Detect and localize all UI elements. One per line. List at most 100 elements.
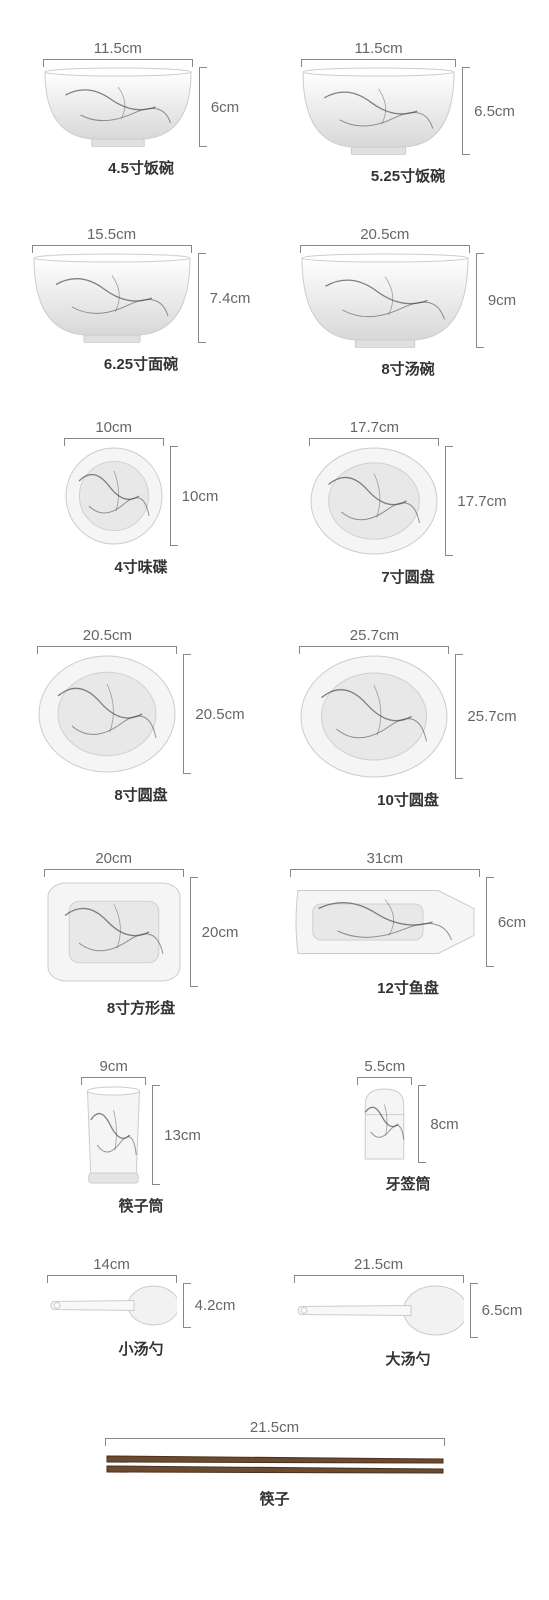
width-rule [299,646,449,654]
product-fish-12: 31cm 6cm 12寸鱼盘 [287,850,529,1018]
product-name: 筷子 [259,1488,289,1509]
product-plate-8sq: 20cm 20cm 8寸方形盘 [20,850,262,1018]
width-rule [294,1275,464,1283]
height-label: 10cm [182,488,219,505]
height-rule [486,877,494,967]
height-label: 6cm [498,914,526,931]
width-label: 20.5cm [83,627,132,644]
product-plate-8r: 20.5cm 20.5cm 8寸圆盘 [20,627,262,810]
product-name: 8寸汤碗 [381,358,434,379]
width-rule [300,245,470,253]
product-spoon-s: 14cm 4.2cm 小汤勺 [20,1256,262,1369]
product-name: 4.5寸饭碗 [108,157,174,178]
height-label: 6cm [211,99,239,116]
product-name: 筷子筒 [118,1195,163,1216]
product-name: 大汤勺 [385,1348,430,1369]
product-spoon-l: 21.5cm 6.5cm 大汤勺 [287,1256,529,1369]
product-chopsticks: 21.5cm 筷子 [20,1419,529,1509]
width-label: 11.5cm [94,40,142,57]
height-label: 9cm [488,292,516,309]
product-image [47,1283,177,1328]
width-rule [105,1438,445,1446]
width-rule [37,646,177,654]
width-label: 15.5cm [87,226,136,243]
width-label: 25.7cm [350,627,399,644]
height-label: 20cm [202,924,239,941]
product-image [357,1085,412,1163]
width-label: 21.5cm [250,1419,299,1436]
height-rule [455,654,463,779]
product-image [43,67,193,147]
product-image [290,877,480,967]
width-label: 21.5cm [354,1256,403,1273]
height-rule [152,1085,160,1185]
width-rule [64,438,164,446]
height-rule [190,877,198,987]
product-name: 8寸圆盘 [114,784,167,805]
width-rule [44,869,184,877]
product-bowl-6-25: 15.5cm 7.4cm 6.25寸面碗 [20,226,262,379]
width-rule [301,59,456,67]
height-rule [418,1085,426,1163]
product-name: 10寸圆盘 [377,789,439,810]
width-rule [81,1077,146,1085]
product-image [81,1085,146,1185]
height-rule [462,67,470,155]
product-image [309,446,439,556]
product-image [44,877,184,987]
height-rule [476,253,484,348]
product-bowl-8: 20.5cm 9cm 8寸汤碗 [287,226,529,379]
product-name: 6.25寸面碗 [104,353,178,374]
width-label: 11.5cm [355,40,403,57]
height-label: 6.5cm [474,103,515,120]
product-name: 8寸方形盘 [107,997,175,1018]
height-label: 4.2cm [195,1297,236,1314]
width-label: 20.5cm [360,226,409,243]
width-label: 17.7cm [350,419,399,436]
height-label: 20.5cm [195,706,244,723]
width-rule [32,245,192,253]
product-name: 牙签筒 [385,1173,430,1194]
height-label: 17.7cm [457,493,506,510]
product-image [300,253,470,348]
product-image [32,253,192,343]
product-bowl-5-25: 11.5cm 6.5cm 5.25寸饭碗 [287,40,529,186]
width-rule [290,869,480,877]
height-label: 7.4cm [210,290,251,307]
width-label: 20cm [95,850,132,867]
product-chop-cup: 9cm 13cm 筷子筒 [20,1058,262,1216]
height-rule [470,1283,478,1338]
width-label: 9cm [99,1058,127,1075]
height-label: 8cm [430,1116,458,1133]
height-rule [183,1283,191,1328]
width-label: 14cm [93,1256,130,1273]
height-label: 25.7cm [467,708,516,725]
product-plate-7: 17.7cm 17.7cm 7寸圆盘 [287,419,529,587]
product-image [301,67,456,155]
width-rule [43,59,193,67]
product-bowl-4-5: 11.5cm 6cm 4.5寸饭碗 [20,40,262,186]
product-image [294,1283,464,1338]
product-image [64,446,164,546]
width-rule [47,1275,177,1283]
product-plate-10: 25.7cm 25.7cm 10寸圆盘 [287,627,529,810]
height-label: 6.5cm [482,1302,523,1319]
product-image [299,654,449,779]
product-toothpick: 5.5cm 8cm 牙签筒 [287,1058,529,1216]
height-rule [183,654,191,774]
height-rule [198,253,206,343]
width-label: 10cm [95,419,132,436]
product-name: 4寸味碟 [114,556,167,577]
width-rule [309,438,439,446]
product-name: 小汤勺 [118,1338,163,1359]
height-rule [445,446,453,556]
product-dish-4: 10cm 10cm 4寸味碟 [20,419,262,587]
product-name: 7寸圆盘 [381,566,434,587]
product-image [105,1452,445,1478]
product-image [37,654,177,774]
width-label: 31cm [366,850,403,867]
product-name: 12寸鱼盘 [377,977,439,998]
height-rule [199,67,207,147]
height-label: 13cm [164,1127,201,1144]
height-rule [170,446,178,546]
